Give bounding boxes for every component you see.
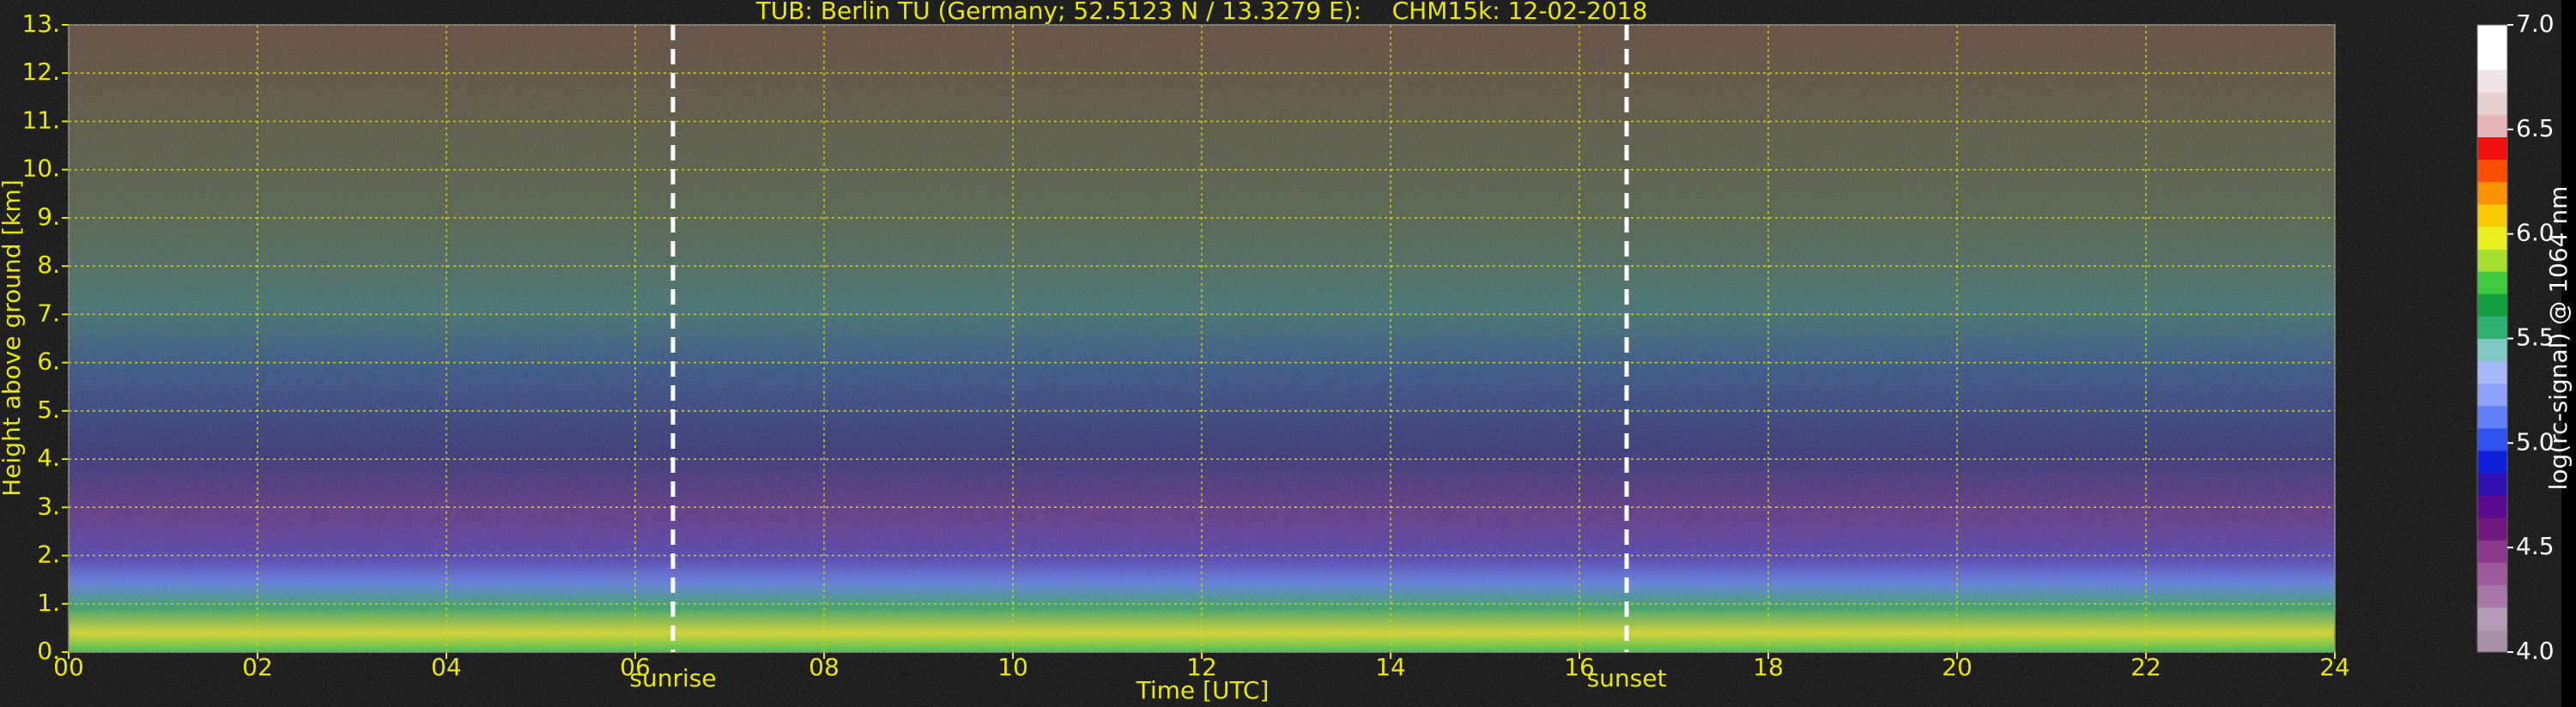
colorbar-band bbox=[2477, 114, 2507, 138]
y-tick-label: 6. bbox=[37, 347, 60, 376]
colorbar-band bbox=[2477, 293, 2507, 317]
event-label: sunrise bbox=[629, 664, 716, 692]
colorbar-band bbox=[2477, 584, 2507, 608]
y-tick-label: 8. bbox=[37, 251, 60, 279]
x-tick-label: 12 bbox=[1186, 653, 1217, 681]
y-tick-label: 9. bbox=[37, 202, 60, 231]
colorbar-band bbox=[2477, 629, 2507, 653]
x-tick-label: 24 bbox=[2319, 653, 2350, 681]
colorbar-band bbox=[2477, 271, 2507, 294]
colorbar-tick-label: 6.5 bbox=[2516, 114, 2555, 142]
colorbar-band bbox=[2477, 249, 2507, 272]
x-tick-label: 10 bbox=[997, 653, 1028, 681]
colorbar-label: log(rc-signal) @ 1064 nm bbox=[2544, 186, 2573, 491]
colorbar-tick-label: 5.5 bbox=[2516, 323, 2555, 352]
y-tick-label: 12. bbox=[21, 57, 60, 86]
x-axis-label: Time [UTC] bbox=[1136, 676, 1270, 704]
colorbar-tick-label: 5.0 bbox=[2516, 427, 2555, 456]
colorbar-band bbox=[2477, 495, 2507, 518]
y-tick-label: 3. bbox=[37, 492, 60, 520]
colorbar-band bbox=[2477, 203, 2507, 227]
x-tick-label: 20 bbox=[1942, 653, 1973, 681]
chart-title: TUB: Berlin TU (Germany; 52.5123 N / 13.… bbox=[755, 0, 1648, 25]
plot-frame bbox=[68, 24, 2336, 653]
x-tick-label: 08 bbox=[809, 653, 839, 681]
colorbar-band bbox=[2477, 226, 2507, 250]
colorbar-tick-label: 7.0 bbox=[2516, 9, 2555, 38]
y-tick-label: 10. bbox=[21, 154, 60, 183]
x-tick-label: 18 bbox=[1753, 653, 1784, 681]
colorbar-band bbox=[2477, 338, 2507, 362]
y-tick-label: 2. bbox=[37, 541, 60, 569]
colorbar-band bbox=[2477, 92, 2507, 115]
y-tick-label: 7. bbox=[37, 299, 60, 327]
colorbar-band bbox=[2477, 383, 2507, 407]
y-tick-label: 1. bbox=[37, 589, 60, 617]
x-tick-label: 00 bbox=[53, 653, 84, 681]
x-tick-label: 04 bbox=[431, 653, 462, 681]
y-tick-label: 13. bbox=[21, 9, 60, 38]
colorbar-band bbox=[2477, 473, 2507, 496]
colorbar-band bbox=[2477, 69, 2507, 93]
x-tick-label: 06 bbox=[620, 653, 651, 681]
colorbar-band bbox=[2477, 607, 2507, 631]
colorbar-band bbox=[2477, 316, 2507, 339]
colorbar-band bbox=[2477, 159, 2507, 183]
y-axis-label: Height above ground [km] bbox=[0, 179, 26, 497]
colorbar-band bbox=[2477, 450, 2507, 474]
colorbar-band bbox=[2477, 517, 2507, 541]
y-tick-label: 0. bbox=[37, 637, 60, 665]
colorbar-band bbox=[2477, 360, 2507, 384]
x-tick-label: 14 bbox=[1375, 653, 1406, 681]
colorbar-band bbox=[2477, 405, 2507, 429]
colorbar-tick-label: 6.0 bbox=[2516, 219, 2555, 247]
colorbar-band bbox=[2477, 562, 2507, 586]
y-tick-label: 4. bbox=[37, 444, 60, 472]
x-tick-label: 16 bbox=[1564, 653, 1595, 681]
colorbar-band bbox=[2477, 181, 2507, 205]
colorbar-band bbox=[2477, 427, 2507, 451]
colorbar-band bbox=[2477, 25, 2507, 48]
colorbar-band bbox=[2477, 540, 2507, 564]
event-label: sunset bbox=[1587, 664, 1667, 692]
x-tick-label: 22 bbox=[2131, 653, 2161, 681]
colorbar-tick-label: 4.0 bbox=[2516, 637, 2555, 665]
x-tick-label: 02 bbox=[242, 653, 273, 681]
colorbar-tick-label: 4.5 bbox=[2516, 532, 2555, 560]
colorbar-band bbox=[2477, 47, 2507, 70]
y-tick-label: 11. bbox=[21, 106, 60, 134]
y-tick-label: 5. bbox=[37, 396, 60, 424]
colorbar-band bbox=[2477, 136, 2507, 160]
